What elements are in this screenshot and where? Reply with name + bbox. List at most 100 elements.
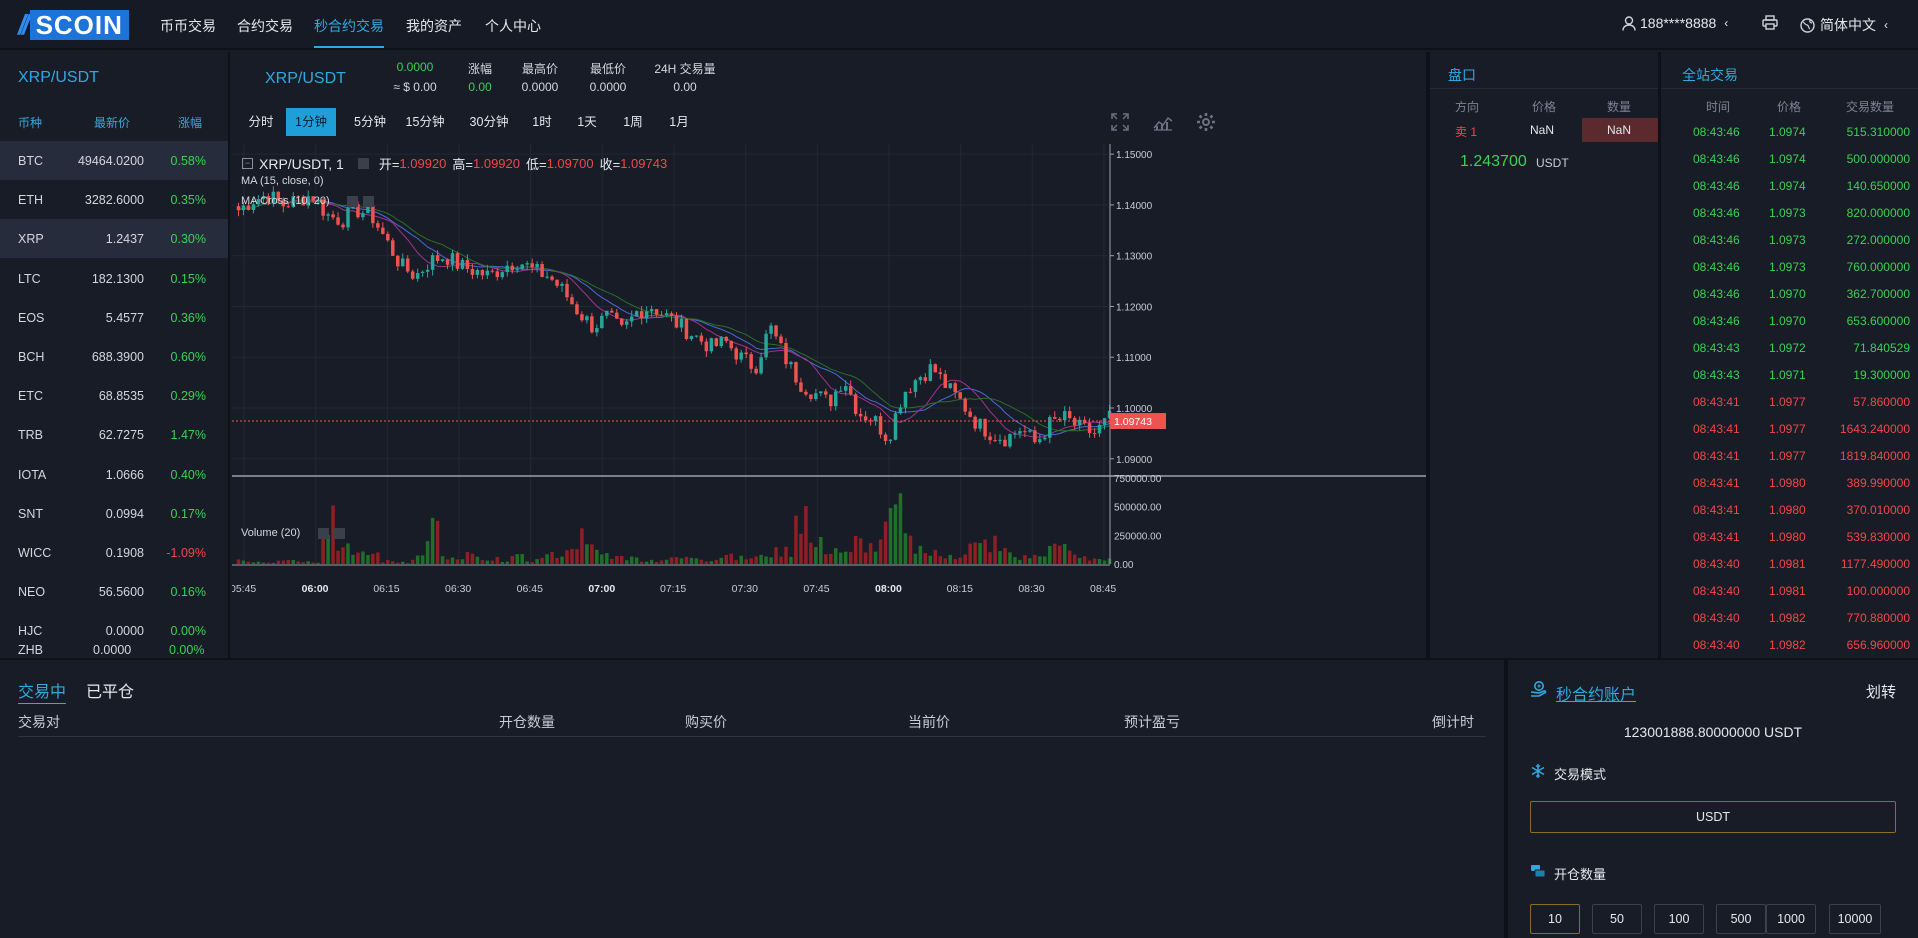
volume-bar (565, 550, 569, 564)
market-row[interactable]: ETC 68.8535 0.29% (0, 376, 228, 415)
nav-contract-trading[interactable]: 合约交易 (237, 18, 293, 34)
indicator-settings-icon[interactable] (347, 196, 358, 207)
candle-body (918, 377, 923, 381)
divider (1504, 660, 1508, 938)
collapse-icon[interactable]: − (242, 158, 253, 169)
account-title[interactable]: 秒合约账户 (1556, 687, 1637, 704)
account-balance: 123001888.80000000 USDT (1623, 724, 1803, 740)
candle-body (759, 357, 763, 374)
volume-bar (993, 535, 997, 564)
logo[interactable]: // SCOIN (18, 9, 129, 40)
market-row[interactable]: IOTA 1.0666 0.40% (0, 455, 228, 494)
settings-icon[interactable] (357, 158, 369, 169)
y-tick-label: 1.11000 (1116, 353, 1152, 364)
timeframe-option[interactable]: 1月 (669, 115, 689, 129)
volume-bar (918, 545, 923, 564)
nav-second-contract[interactable]: 秒合约交易 (314, 18, 384, 34)
candle-body (669, 313, 674, 316)
timeframe-option[interactable]: 5分钟 (354, 115, 386, 129)
candle-body (624, 321, 629, 325)
tab-closed-orders[interactable]: 已平仓 (86, 684, 135, 701)
market-row[interactable]: EOS 5.4577 0.36% (0, 298, 228, 337)
indicator-close-icon[interactable] (363, 196, 374, 207)
trade-price: 1.0981 (1769, 557, 1806, 571)
market-row[interactable]: BTC 49464.0200 0.58% (0, 141, 228, 180)
market-row[interactable]: LTC 182.1300 0.15% (0, 259, 228, 298)
timeframe-option[interactable]: 1天 (577, 115, 597, 129)
qty-option-button[interactable]: 500 (1716, 904, 1766, 934)
volume-bar (898, 493, 903, 564)
trade-row: 08:43:46 1.0973 820.000000 (1661, 199, 1918, 226)
timeframe-option[interactable]: 1时 (532, 115, 552, 129)
volume-bar (903, 533, 908, 564)
volume-bar (301, 562, 305, 564)
candle-body (694, 335, 699, 337)
volume-bar (351, 554, 355, 564)
tab-open-orders[interactable]: 交易中 (18, 678, 67, 704)
volume-bar (853, 535, 858, 564)
candlestick-chart[interactable]: 1.15000 1.14000 1.13000 1.12000 1.11000 1.100… (232, 144, 1426, 658)
divider (1661, 88, 1918, 89)
timeframe-option[interactable]: 15分钟 (405, 115, 445, 129)
timeframe-option[interactable]: 分时 (248, 115, 274, 129)
volume-bar (555, 557, 559, 564)
market-symbol: ZHB (18, 643, 43, 658)
nav-spot-trading[interactable]: 币币交易 (160, 18, 216, 34)
trade-qty: 820.000000 (1846, 206, 1910, 220)
qty-option-button[interactable]: 50 (1592, 904, 1642, 934)
volume-bar (435, 520, 440, 564)
qty-option-button[interactable]: 10 (1530, 904, 1580, 934)
account-panel: 秒合约账户 划转 123001888.80000000 USDT 交易模式 US… (1508, 660, 1918, 938)
nav-user-center[interactable]: 个人中心 (485, 18, 541, 34)
ohlc-open: 1.09920 (399, 156, 447, 171)
orders-header-current-price: 当前价 (908, 714, 950, 730)
market-row[interactable]: ETH 3282.6000 0.35% (0, 180, 228, 219)
market-symbol: SNT (18, 506, 43, 521)
volume-bar (928, 555, 933, 564)
candle-body (1033, 430, 1037, 443)
trade-row: 08:43:46 1.0974 140.650000 (1661, 172, 1918, 199)
timeframe-option[interactable]: 1周 (623, 115, 643, 129)
trade-time: 08:43:46 (1693, 287, 1740, 301)
volume-bar (1067, 550, 1072, 564)
transfer-button[interactable]: 划转 (1865, 684, 1896, 701)
market-row[interactable]: SNT 0.0994 0.17% (0, 494, 228, 533)
market-symbol: EOS (18, 310, 45, 325)
nav-my-assets[interactable]: 我的资产 (406, 18, 462, 34)
market-row[interactable]: TRB 62.7275 1.47% (0, 415, 228, 454)
volume-bar (525, 561, 529, 564)
language-selector[interactable]: 简体中文 ‹ (1800, 15, 1888, 35)
market-row[interactable]: WICC 0.1908 -1.09% (0, 533, 228, 572)
candle-body (903, 391, 908, 408)
market-row[interactable]: BCH 688.3900 0.60% (0, 337, 228, 376)
mode-select[interactable]: USDT (1530, 801, 1896, 833)
timeframe-option[interactable]: 1分钟 (286, 108, 336, 136)
fullscreen-icon[interactable] (1110, 112, 1130, 132)
volume-bar (883, 521, 888, 564)
volume-settings-icon[interactable] (318, 528, 329, 539)
candle-body (410, 271, 415, 279)
candle-body (266, 196, 271, 203)
qty-option-button[interactable]: 10000 (1829, 904, 1881, 934)
trade-time: 08:43:46 (1693, 179, 1740, 193)
ask-price[interactable]: NaN (1530, 123, 1555, 137)
candle-body (321, 199, 325, 216)
gear-icon[interactable] (1196, 112, 1216, 132)
nav-active-underline (314, 46, 384, 48)
user-menu[interactable]: 188****8888 ‹ (1622, 15, 1728, 31)
qty-option-button[interactable]: 100 (1654, 904, 1704, 934)
market-row[interactable]: ZHB 0.0000 0.00% (0, 643, 228, 665)
market-row[interactable]: HJC 0.0000 0.00% (0, 611, 228, 650)
x-tick-label: 07:30 (732, 583, 758, 595)
candle-body (590, 316, 594, 333)
indicators-icon[interactable] (1152, 112, 1174, 132)
timeframe-option[interactable]: 30分钟 (469, 115, 509, 129)
volume-bar (246, 561, 251, 564)
market-row[interactable]: XRP 1.2437 0.30% (0, 219, 228, 259)
candle-body (580, 314, 584, 321)
print-button[interactable] (1762, 15, 1778, 30)
market-row[interactable]: NEO 56.5600 0.16% (0, 572, 228, 611)
qty-option-button[interactable]: 1000 (1766, 904, 1816, 934)
candle-body (336, 217, 340, 225)
volume-close-icon[interactable] (334, 528, 345, 539)
